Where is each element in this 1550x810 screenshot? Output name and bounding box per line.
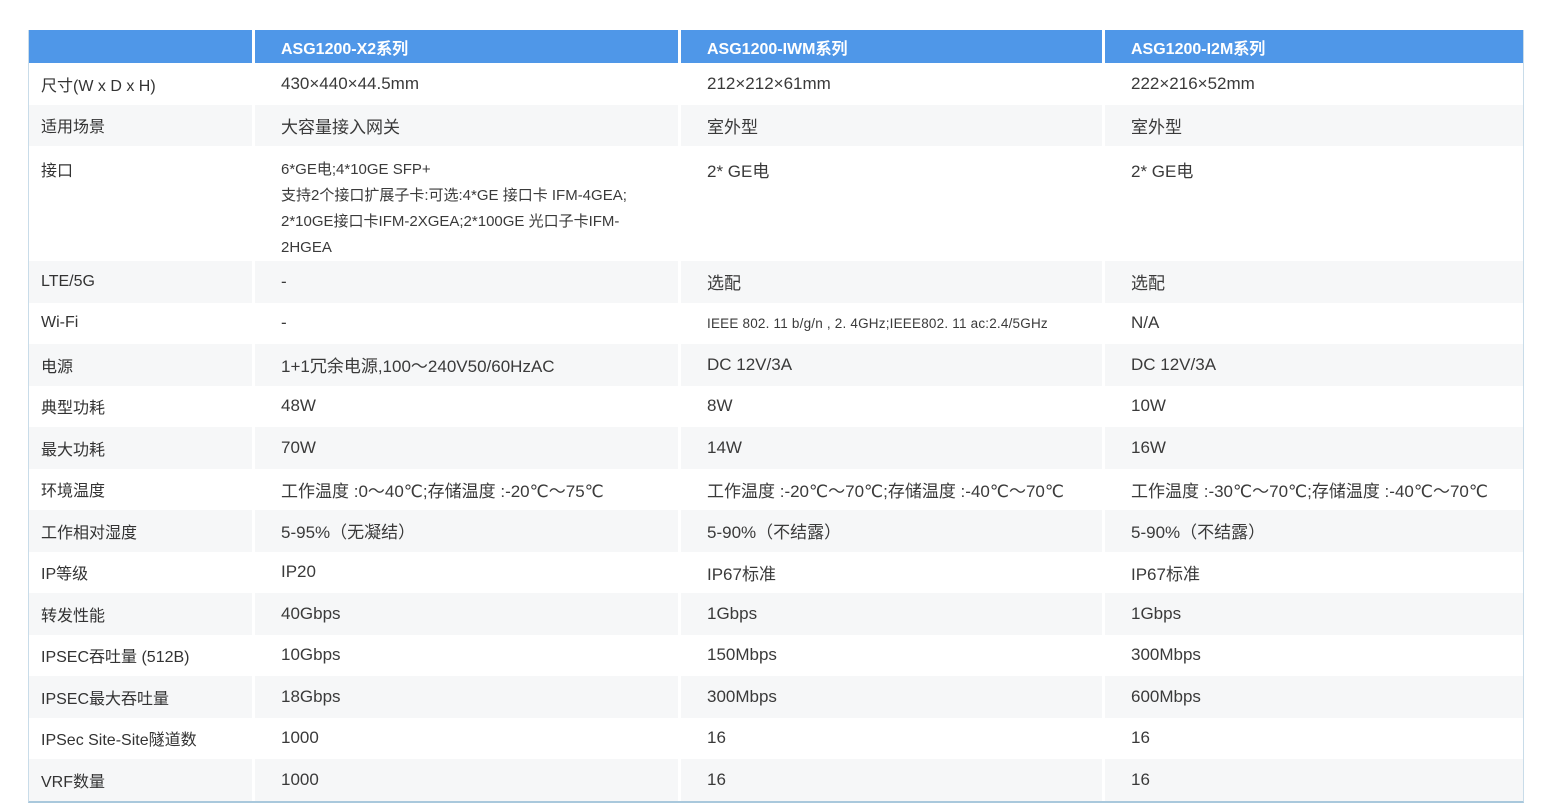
cell-iwm: IEEE 802. 11 b/g/n , 2. 4GHz;IEEE802. 11…: [678, 302, 1102, 344]
cell-iwm: 室外型: [678, 104, 1102, 146]
cell-x2: 1+1冗余电源,100～240V50/60HzAC: [252, 344, 678, 386]
row-label: 电源: [29, 344, 252, 386]
cell-i2m: 600Mbps: [1102, 676, 1523, 718]
table-row-ip-rating: IP等级 IP20 IP67标准 IP67标准: [29, 551, 1523, 593]
table-row-forwarding-performance: 转发性能 40Gbps 1Gbps 1Gbps: [29, 593, 1523, 635]
cell-x2: 430×440×44.5mm: [252, 63, 678, 105]
row-label: 工作相对湿度: [29, 510, 252, 552]
cell-iwm: 14W: [678, 427, 1102, 469]
row-label: 尺寸(W x D x H): [29, 63, 252, 105]
cell-i2m: 222×216×52mm: [1102, 63, 1523, 105]
cell-i2m: 1Gbps: [1102, 593, 1523, 635]
cell-x2: -: [252, 261, 678, 303]
spec-comparison-table: ASG1200-X2系列 ASG1200-IWM系列 ASG1200-I2M系列…: [28, 30, 1524, 803]
cell-iwm: 选配: [678, 261, 1102, 303]
cell-i2m: 16: [1102, 759, 1523, 801]
cell-i2m: 16: [1102, 717, 1523, 759]
cell-x2: 10Gbps: [252, 634, 678, 676]
cell-i2m: 2* GE电: [1102, 146, 1523, 261]
cell-i2m: 16W: [1102, 427, 1523, 469]
table-row-typical-power: 典型功耗 48W 8W 10W: [29, 385, 1523, 427]
row-label: 转发性能: [29, 593, 252, 635]
header-spec-column: [29, 30, 252, 63]
cell-i2m: N/A: [1102, 302, 1523, 344]
table-row-ambient-temperature: 环境温度 工作温度 :0～40℃;存储温度 :-20℃～75℃ 工作温度 :-2…: [29, 468, 1523, 510]
table-row-ipsec-max-throughput: IPSEC最大吞吐量 18Gbps 300Mbps 600Mbps: [29, 676, 1523, 718]
header-asg1200-x2: ASG1200-X2系列: [252, 30, 678, 63]
cell-x2: 18Gbps: [252, 676, 678, 718]
table-row-max-power: 最大功耗 70W 14W 16W: [29, 427, 1523, 469]
table-row-lte5g: LTE/5G - 选配 选配: [29, 261, 1523, 303]
cell-iwm: 300Mbps: [678, 676, 1102, 718]
cell-i2m: 室外型: [1102, 104, 1523, 146]
cell-i2m: 10W: [1102, 385, 1523, 427]
cell-x2: -: [252, 302, 678, 344]
cell-i2m: 工作温度 :-30℃～70℃;存储温度 :-40℃～70℃: [1102, 468, 1523, 510]
cell-iwm: IP67标准: [678, 551, 1102, 593]
table-row-dimensions: 尺寸(W x D x H) 430×440×44.5mm 212×212×61m…: [29, 63, 1523, 105]
cell-iwm: 5-90%（不结露）: [678, 510, 1102, 552]
cell-iwm: 16: [678, 759, 1102, 801]
cell-x2: IP20: [252, 551, 678, 593]
cell-x2: 1000: [252, 759, 678, 801]
cell-i2m: 5-90%（不结露）: [1102, 510, 1523, 552]
row-label: 最大功耗: [29, 427, 252, 469]
cell-iwm: 8W: [678, 385, 1102, 427]
cell-i2m: 300Mbps: [1102, 634, 1523, 676]
row-label: 环境温度: [29, 468, 252, 510]
cell-i2m: DC 12V/3A: [1102, 344, 1523, 386]
table-row-wifi: Wi-Fi - IEEE 802. 11 b/g/n , 2. 4GHz;IEE…: [29, 302, 1523, 344]
row-label: VRF数量: [29, 759, 252, 801]
cell-x2: 工作温度 :0～40℃;存储温度 :-20℃～75℃: [252, 468, 678, 510]
cell-x2: 大容量接入网关: [252, 104, 678, 146]
table-row-ipsec-tunnels: IPSec Site-Site隧道数 1000 16 16: [29, 717, 1523, 759]
row-label: IP等级: [29, 551, 252, 593]
cell-x2: 1000: [252, 717, 678, 759]
cell-iwm: 212×212×61mm: [678, 63, 1102, 105]
row-label: IPSEC最大吞吐量: [29, 676, 252, 718]
cell-x2: 40Gbps: [252, 593, 678, 635]
table-header-row: ASG1200-X2系列 ASG1200-IWM系列 ASG1200-I2M系列: [29, 30, 1523, 63]
cell-iwm: DC 12V/3A: [678, 344, 1102, 386]
cell-iwm: 工作温度 :-20℃～70℃;存储温度 :-40℃～70℃: [678, 468, 1102, 510]
cell-iwm: 150Mbps: [678, 634, 1102, 676]
cell-x2: 5-95%（无凝结）: [252, 510, 678, 552]
row-label: 典型功耗: [29, 385, 252, 427]
row-label: 接口: [29, 146, 252, 261]
cell-x2: 70W: [252, 427, 678, 469]
cell-i2m: IP67标准: [1102, 551, 1523, 593]
table-row-vrf-count: VRF数量 1000 16 16: [29, 759, 1523, 801]
header-asg1200-iwm: ASG1200-IWM系列: [678, 30, 1102, 63]
row-label: IPSec Site-Site隧道数: [29, 717, 252, 759]
cell-x2: 6*GE电;4*10GE SFP+ 支持2个接口扩展子卡:可选:4*GE 接口卡…: [252, 146, 678, 261]
row-label: IPSEC吞吐量 (512B): [29, 634, 252, 676]
table-row-power-supply: 电源 1+1冗余电源,100～240V50/60HzAC DC 12V/3A D…: [29, 344, 1523, 386]
cell-iwm: 1Gbps: [678, 593, 1102, 635]
table-row-humidity: 工作相对湿度 5-95%（无凝结） 5-90%（不结露） 5-90%（不结露）: [29, 510, 1523, 552]
table-row-interfaces: 接口 6*GE电;4*10GE SFP+ 支持2个接口扩展子卡:可选:4*GE …: [29, 146, 1523, 261]
header-asg1200-i2m: ASG1200-I2M系列: [1102, 30, 1523, 63]
row-label: 适用场景: [29, 104, 252, 146]
table-row-scenario: 适用场景 大容量接入网关 室外型 室外型: [29, 104, 1523, 146]
table-row-ipsec-throughput-512b: IPSEC吞吐量 (512B) 10Gbps 150Mbps 300Mbps: [29, 634, 1523, 676]
row-label: LTE/5G: [29, 261, 252, 303]
cell-iwm: 2* GE电: [678, 146, 1102, 261]
cell-iwm: 16: [678, 717, 1102, 759]
row-label: Wi-Fi: [29, 302, 252, 344]
cell-i2m: 选配: [1102, 261, 1523, 303]
cell-x2: 48W: [252, 385, 678, 427]
